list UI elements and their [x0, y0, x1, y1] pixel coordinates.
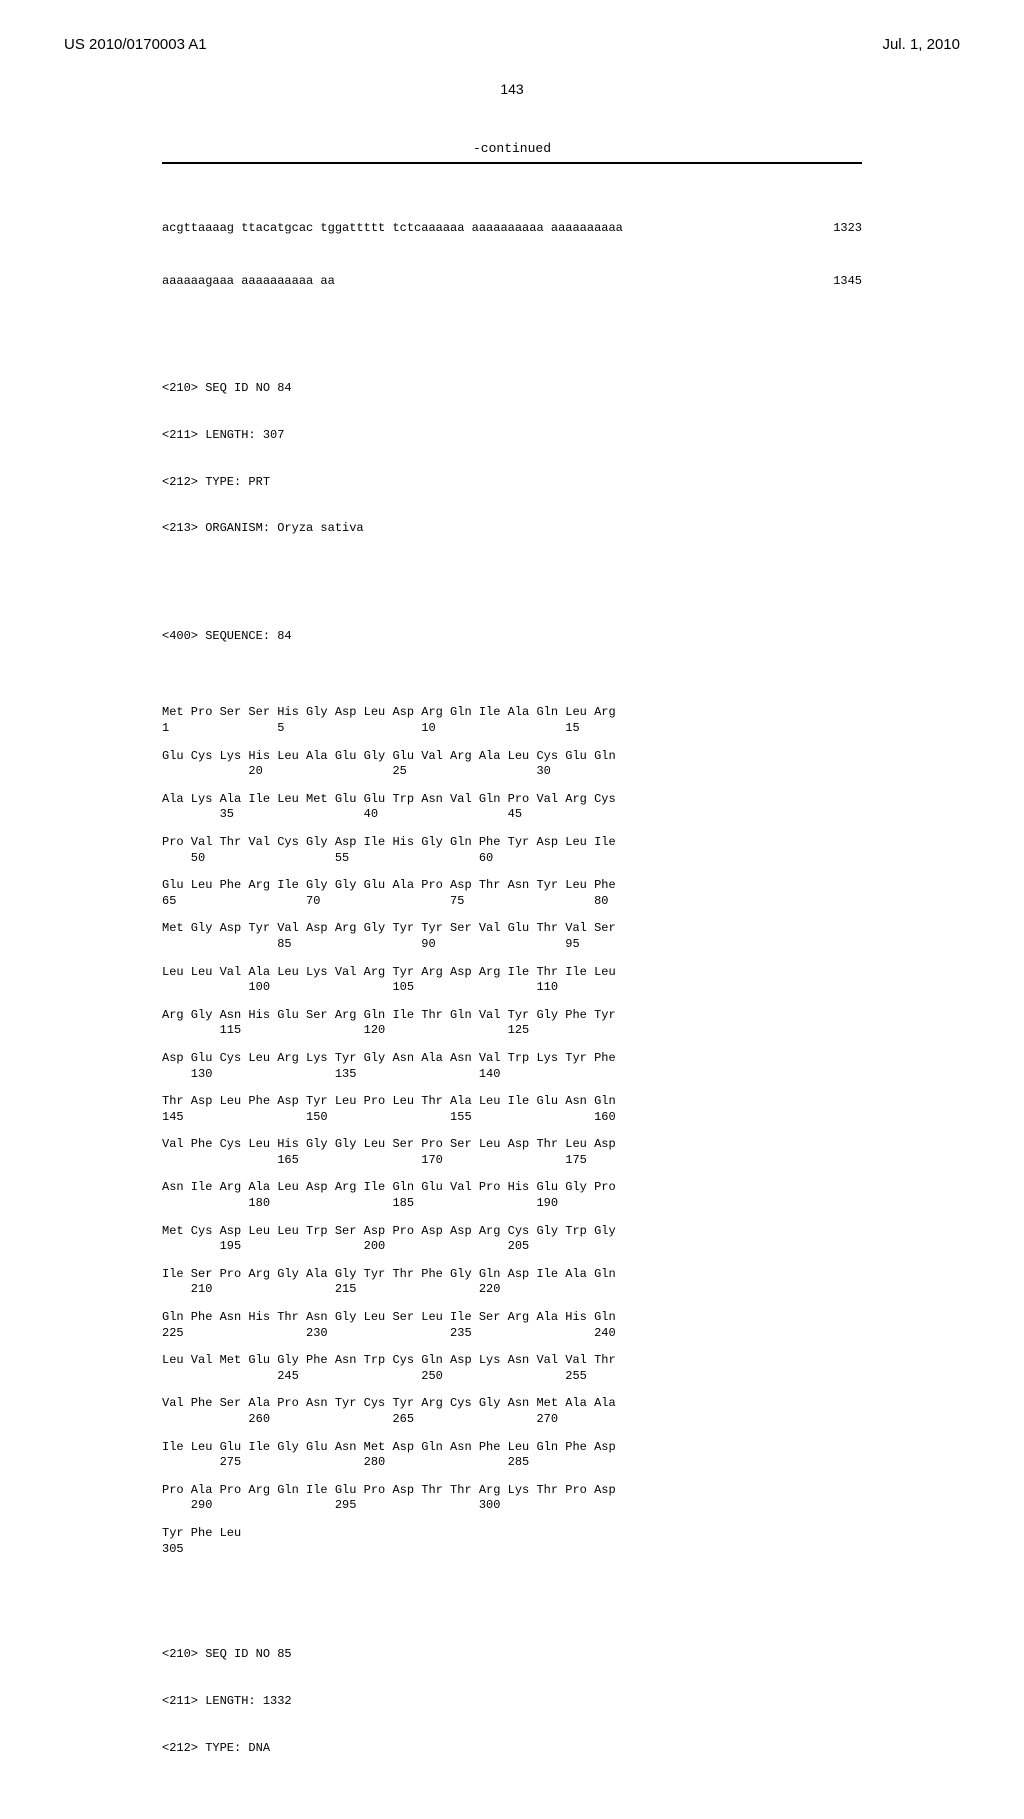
- amino-acid-row: Glu Cys Lys His Leu Ala Glu Gly Glu Val …: [162, 749, 862, 765]
- seq84-header: <400> SEQUENCE: 84: [162, 629, 862, 645]
- position-row: 195 200 205: [162, 1239, 862, 1255]
- position-row: 275 280 285: [162, 1455, 862, 1471]
- amino-acid-row: Gln Phe Asn His Thr Asn Gly Leu Ser Leu …: [162, 1310, 862, 1326]
- amino-acid-row: Tyr Phe Leu: [162, 1526, 862, 1542]
- meta-line: <213> ORGANISM: Oryza sativa: [162, 521, 862, 537]
- amino-acid-row: Ile Leu Glu Ile Gly Glu Asn Met Asp Gln …: [162, 1440, 862, 1456]
- amino-acid-row: Pro Val Thr Val Cys Gly Asp Ile His Gly …: [162, 835, 862, 851]
- amino-acid-row: Thr Asp Leu Phe Asp Tyr Leu Pro Leu Thr …: [162, 1094, 862, 1110]
- position-row: 210 215 220: [162, 1282, 862, 1298]
- amino-acid-row: Arg Gly Asn His Glu Ser Arg Gln Ile Thr …: [162, 1008, 862, 1024]
- amino-acid-row: Leu Val Met Glu Gly Phe Asn Trp Cys Gln …: [162, 1353, 862, 1369]
- continued-label: -continued: [64, 141, 960, 156]
- position-row: 165 170 175: [162, 1153, 862, 1169]
- dna-seq-num: 1345: [802, 274, 862, 290]
- meta-line: <212> TYPE: PRT: [162, 475, 862, 491]
- amino-acid-row: Ala Lys Ala Ile Leu Met Glu Glu Trp Asn …: [162, 792, 862, 808]
- position-row: 100 105 110: [162, 980, 862, 996]
- dna-seq-text: acgttaaaag ttacatgcac tggattttt tctcaaaa…: [162, 221, 802, 237]
- amino-acid-row: Met Gly Asp Tyr Val Asp Arg Gly Tyr Tyr …: [162, 921, 862, 937]
- page-number: 143: [64, 81, 960, 97]
- amino-acid-row: Asp Glu Cys Leu Arg Lys Tyr Gly Asn Ala …: [162, 1051, 862, 1067]
- amino-acid-row: Met Pro Ser Ser His Gly Asp Leu Asp Arg …: [162, 705, 862, 721]
- amino-acid-row: Pro Ala Pro Arg Gln Ile Glu Pro Asp Thr …: [162, 1483, 862, 1499]
- horizontal-rule: [162, 162, 862, 164]
- amino-acid-row: Asn Ile Arg Ala Leu Asp Arg Ile Gln Glu …: [162, 1180, 862, 1196]
- position-row: 20 25 30: [162, 764, 862, 780]
- seq85-meta: <210> SEQ ID NO 85 <211> LENGTH: 1332 <2…: [162, 1616, 862, 1788]
- dna-seq-text: aaaaaagaaa aaaaaaaaaa aa: [162, 274, 802, 290]
- sequence-listing: acgttaaaag ttacatgcac tggattttt tctcaaaa…: [162, 174, 862, 1819]
- meta-line: <210> SEQ ID NO 85: [162, 1647, 862, 1663]
- page-header: US 2010/0170003 A1 Jul. 1, 2010: [64, 36, 960, 53]
- publication-date: Jul. 1, 2010: [882, 36, 960, 53]
- dna-line: aaaaaagaaa aaaaaaaaaa aa 1345: [162, 274, 862, 290]
- amino-acid-row: Val Phe Ser Ala Pro Asn Tyr Cys Tyr Arg …: [162, 1396, 862, 1412]
- protein-sequence: Met Pro Ser Ser His Gly Asp Leu Asp Arg …: [162, 705, 862, 1557]
- amino-acid-row: Met Cys Asp Leu Leu Trp Ser Asp Pro Asp …: [162, 1224, 862, 1240]
- position-row: 145 150 155 160: [162, 1110, 862, 1126]
- amino-acid-row: Glu Leu Phe Arg Ile Gly Gly Glu Ala Pro …: [162, 878, 862, 894]
- position-row: 65 70 75 80: [162, 894, 862, 910]
- publication-number: US 2010/0170003 A1: [64, 36, 207, 53]
- position-row: 85 90 95: [162, 937, 862, 953]
- position-row: 35 40 45: [162, 807, 862, 823]
- position-row: 245 250 255: [162, 1369, 862, 1385]
- position-row: 50 55 60: [162, 851, 862, 867]
- meta-line: <210> SEQ ID NO 84: [162, 381, 862, 397]
- position-row: 260 265 270: [162, 1412, 862, 1428]
- position-row: 305: [162, 1542, 862, 1558]
- dna-line: acgttaaaag ttacatgcac tggattttt tctcaaaa…: [162, 221, 862, 237]
- position-row: 130 135 140: [162, 1067, 862, 1083]
- position-row: 180 185 190: [162, 1196, 862, 1212]
- position-row: 1 5 10 15: [162, 721, 862, 737]
- meta-line: <211> LENGTH: 307: [162, 428, 862, 444]
- dna-seq-num: 1323: [802, 221, 862, 237]
- amino-acid-row: Val Phe Cys Leu His Gly Gly Leu Ser Pro …: [162, 1137, 862, 1153]
- position-row: 225 230 235 240: [162, 1326, 862, 1342]
- position-row: 115 120 125: [162, 1023, 862, 1039]
- amino-acid-row: Ile Ser Pro Arg Gly Ala Gly Tyr Thr Phe …: [162, 1267, 862, 1283]
- seq84-meta: <210> SEQ ID NO 84 <211> LENGTH: 307 <21…: [162, 350, 862, 568]
- meta-line: <211> LENGTH: 1332: [162, 1694, 862, 1710]
- amino-acid-row: Leu Leu Val Ala Leu Lys Val Arg Tyr Arg …: [162, 965, 862, 981]
- position-row: 290 295 300: [162, 1498, 862, 1514]
- meta-line: <212> TYPE: DNA: [162, 1741, 862, 1757]
